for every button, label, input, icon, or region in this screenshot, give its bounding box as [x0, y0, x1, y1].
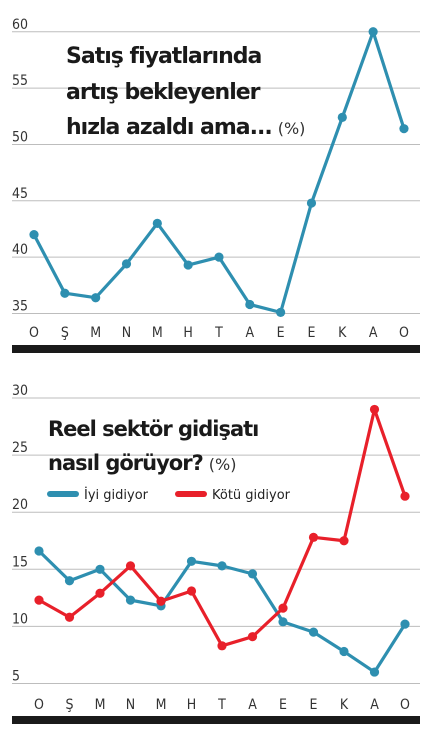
x-axis-bar — [12, 716, 420, 724]
data-point — [186, 556, 197, 566]
data-point — [278, 617, 288, 627]
data-point — [91, 293, 101, 303]
x-tick-label: Ş — [66, 697, 74, 713]
legend-label: Kötü gidiyor — [212, 488, 291, 503]
legend-label: İyi gidiyor — [84, 487, 149, 503]
data-point — [308, 532, 319, 542]
x-tick-label: M — [90, 325, 101, 341]
x-tick-label: A — [370, 697, 379, 713]
y-tick-label: 50 — [12, 129, 28, 145]
data-point — [156, 596, 166, 606]
x-tick-label: M — [156, 697, 167, 713]
x-tick-label: A — [248, 697, 257, 713]
data-point — [217, 641, 227, 651]
data-point — [278, 603, 288, 613]
x-tick-label: H — [183, 325, 192, 341]
data-point — [337, 112, 347, 123]
y-tick-label: 40 — [12, 242, 28, 258]
x-tick-label: T — [214, 325, 223, 341]
x-tick-label: M — [95, 697, 106, 713]
x-tick-label: T — [217, 697, 226, 713]
y-tick-label: 55 — [12, 73, 28, 89]
series-line — [32, 30, 406, 314]
chart-title-line: nasıl görüyor? (%) — [48, 451, 236, 475]
y-tick-label: 10 — [12, 611, 28, 627]
x-tick-label: N — [126, 697, 135, 713]
data-point — [64, 576, 75, 586]
data-point — [368, 27, 378, 37]
data-point — [369, 404, 380, 415]
y-tick-label: 45 — [12, 186, 28, 202]
x-tick-label: O — [34, 697, 44, 713]
y-tick-label: 15 — [12, 554, 28, 570]
chart-title-line: Satış fiyatlarında — [66, 44, 262, 69]
x-tick-label: E — [279, 697, 287, 713]
x-tick-label: E — [307, 325, 315, 341]
chart-unit: (%) — [209, 455, 237, 474]
data-point — [183, 260, 193, 270]
chart-unit: (%) — [278, 119, 306, 138]
data-point — [245, 299, 255, 310]
chart-title-line: Reel sektör gidişatı — [48, 417, 258, 441]
x-tick-label: H — [187, 697, 196, 713]
y-tick-label: 20 — [12, 497, 28, 513]
data-point — [399, 124, 409, 134]
x-tick-label: A — [245, 325, 254, 341]
x-axis-bar — [12, 345, 420, 353]
data-point — [369, 667, 380, 677]
x-tick-label: Ş — [61, 325, 69, 341]
x-tick-label: N — [122, 325, 131, 341]
y-tick-label: 30 — [12, 383, 28, 399]
data-point — [95, 564, 105, 574]
y-tick-label: 25 — [12, 440, 28, 456]
data-point — [400, 619, 410, 629]
chart-title-line: artış bekleyenler — [66, 80, 261, 105]
data-point — [29, 230, 39, 240]
y-tick-label: 35 — [12, 299, 28, 315]
data-point — [339, 536, 349, 546]
data-point — [125, 561, 136, 571]
data-point — [217, 561, 227, 571]
data-point — [125, 595, 136, 605]
x-tick-label: O — [399, 325, 409, 341]
data-point — [64, 612, 75, 622]
chart-real-sector-outlook: 5 10 15 20 25 30 O Ş M N M H T A E E K A O Reel sektör gidi… — [12, 383, 420, 724]
data-point — [186, 586, 197, 596]
x-tick-label: K — [338, 325, 347, 341]
data-point — [306, 198, 317, 208]
data-point — [276, 307, 286, 317]
chart-title-line: hızla azaldı ama... (%) — [66, 115, 305, 140]
data-point — [339, 646, 349, 657]
x-tick-label: M — [152, 325, 163, 341]
data-point — [308, 627, 319, 637]
x-tick-label: K — [340, 697, 349, 713]
x-tick-label: E — [310, 697, 318, 713]
data-point — [34, 546, 44, 556]
data-point — [60, 288, 70, 298]
data-point — [152, 218, 162, 228]
data-point — [247, 569, 258, 579]
series-line — [38, 407, 407, 648]
data-point — [95, 588, 105, 598]
x-tick-label: O — [29, 325, 39, 341]
data-point — [121, 259, 132, 269]
y-tick-label: 60 — [12, 17, 28, 33]
data-point — [247, 632, 258, 642]
x-tick-label: O — [400, 697, 410, 713]
data-point — [400, 491, 410, 501]
x-tick-label: A — [369, 325, 378, 341]
y-tick-label: 5 — [12, 669, 20, 685]
data-point — [34, 595, 44, 605]
chart-sales-price-expectations: 35 40 45 50 55 60 O Ş M N M H T A E E K A O Satış fiyatları… — [12, 17, 420, 353]
x-tick-label: E — [277, 325, 285, 341]
data-point — [214, 252, 224, 262]
